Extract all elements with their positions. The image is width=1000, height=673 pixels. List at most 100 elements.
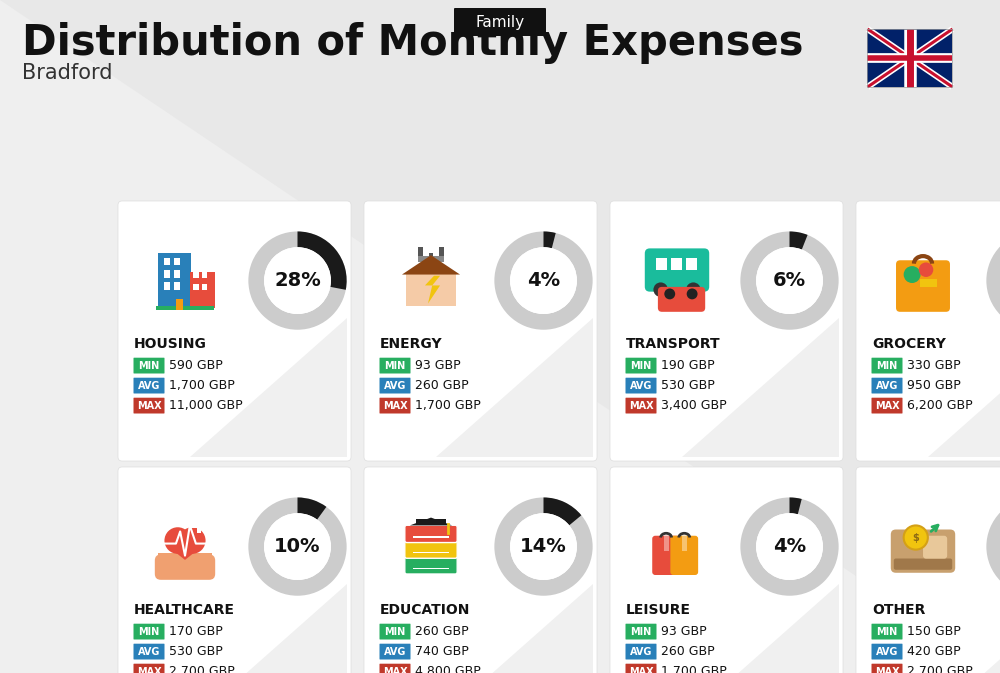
- Text: HEALTHCARE: HEALTHCARE: [134, 602, 235, 616]
- FancyBboxPatch shape: [871, 643, 902, 660]
- FancyBboxPatch shape: [871, 624, 902, 639]
- Text: MAX: MAX: [629, 400, 653, 411]
- Bar: [174, 283, 180, 289]
- FancyBboxPatch shape: [134, 643, 164, 660]
- Bar: [164, 283, 170, 289]
- Text: AVG: AVG: [384, 381, 406, 390]
- Text: 4%: 4%: [773, 537, 806, 556]
- Text: MAX: MAX: [383, 666, 407, 673]
- Text: 4,800 GBP: 4,800 GBP: [415, 665, 481, 673]
- Text: AVG: AVG: [876, 647, 898, 657]
- Text: MIN: MIN: [876, 361, 898, 371]
- FancyBboxPatch shape: [118, 201, 351, 461]
- Text: MAX: MAX: [629, 666, 653, 673]
- Text: 93 GBP: 93 GBP: [661, 625, 707, 638]
- Wedge shape: [986, 497, 1000, 596]
- Circle shape: [904, 266, 921, 283]
- FancyBboxPatch shape: [380, 398, 411, 413]
- FancyBboxPatch shape: [134, 358, 164, 374]
- FancyBboxPatch shape: [380, 358, 411, 374]
- FancyBboxPatch shape: [923, 536, 947, 559]
- Text: 170 GBP: 170 GBP: [169, 625, 223, 638]
- FancyBboxPatch shape: [134, 378, 164, 394]
- Polygon shape: [928, 584, 1000, 673]
- FancyBboxPatch shape: [405, 541, 457, 559]
- Bar: [193, 283, 199, 289]
- FancyBboxPatch shape: [626, 378, 656, 394]
- FancyBboxPatch shape: [454, 8, 546, 36]
- Polygon shape: [425, 276, 440, 304]
- Text: 14%: 14%: [520, 537, 567, 556]
- FancyBboxPatch shape: [626, 664, 656, 673]
- Text: 3,400 GBP: 3,400 GBP: [661, 399, 727, 412]
- Circle shape: [686, 283, 701, 297]
- Bar: [176, 299, 183, 310]
- Text: 2,700 GBP: 2,700 GBP: [169, 665, 235, 673]
- Bar: [686, 258, 697, 270]
- Text: 11,000 GBP: 11,000 GBP: [169, 399, 243, 412]
- FancyBboxPatch shape: [380, 624, 411, 639]
- FancyBboxPatch shape: [658, 287, 705, 312]
- FancyBboxPatch shape: [626, 643, 656, 660]
- Text: OTHER: OTHER: [872, 602, 925, 616]
- Polygon shape: [410, 518, 452, 526]
- Text: AVG: AVG: [630, 381, 652, 390]
- Text: AVG: AVG: [138, 647, 160, 657]
- Polygon shape: [682, 318, 839, 457]
- Text: AVG: AVG: [876, 381, 898, 390]
- Circle shape: [264, 247, 331, 314]
- Text: MAX: MAX: [875, 666, 899, 673]
- Text: 1,700 GBP: 1,700 GBP: [169, 379, 235, 392]
- Text: 260 GBP: 260 GBP: [415, 379, 469, 392]
- Bar: [656, 258, 667, 270]
- Text: 6%: 6%: [773, 271, 806, 290]
- Wedge shape: [544, 232, 556, 248]
- Wedge shape: [790, 232, 808, 250]
- FancyBboxPatch shape: [856, 201, 1000, 461]
- Text: 740 GBP: 740 GBP: [415, 645, 469, 658]
- Wedge shape: [544, 497, 581, 526]
- FancyBboxPatch shape: [670, 536, 698, 575]
- Polygon shape: [928, 318, 1000, 457]
- Circle shape: [904, 526, 928, 550]
- Bar: [197, 520, 201, 533]
- Text: 260 GBP: 260 GBP: [415, 625, 469, 638]
- FancyBboxPatch shape: [871, 378, 902, 394]
- Text: LEISURE: LEISURE: [626, 602, 691, 616]
- Wedge shape: [740, 232, 839, 330]
- Text: Distribution of Monthly Expenses: Distribution of Monthly Expenses: [22, 22, 804, 64]
- FancyBboxPatch shape: [610, 467, 843, 673]
- Bar: [164, 258, 170, 265]
- Text: MIN: MIN: [138, 627, 160, 637]
- Polygon shape: [436, 318, 593, 457]
- Circle shape: [919, 262, 933, 277]
- Bar: [920, 279, 937, 287]
- Text: 950 GBP: 950 GBP: [907, 379, 961, 392]
- FancyBboxPatch shape: [626, 398, 656, 413]
- Text: $: $: [912, 532, 919, 542]
- Text: 150 GBP: 150 GBP: [907, 625, 961, 638]
- Bar: [429, 253, 433, 275]
- Text: 590 GBP: 590 GBP: [169, 359, 223, 372]
- Polygon shape: [436, 584, 593, 673]
- Text: Family: Family: [475, 15, 525, 30]
- FancyBboxPatch shape: [134, 664, 164, 673]
- FancyBboxPatch shape: [134, 398, 164, 413]
- Bar: [202, 283, 207, 289]
- Text: 530 GBP: 530 GBP: [169, 645, 223, 658]
- Text: EDUCATION: EDUCATION: [380, 602, 470, 616]
- FancyBboxPatch shape: [871, 398, 902, 413]
- Text: MAX: MAX: [875, 400, 899, 411]
- FancyBboxPatch shape: [134, 624, 164, 639]
- FancyBboxPatch shape: [626, 624, 656, 639]
- Text: 2,700 GBP: 2,700 GBP: [907, 665, 973, 673]
- Bar: [193, 271, 199, 277]
- FancyBboxPatch shape: [896, 260, 950, 312]
- Bar: [671, 258, 682, 270]
- FancyBboxPatch shape: [871, 664, 902, 673]
- FancyBboxPatch shape: [871, 358, 902, 374]
- Bar: [164, 271, 170, 277]
- Text: 4%: 4%: [527, 271, 560, 290]
- Polygon shape: [164, 544, 206, 560]
- Text: MIN: MIN: [384, 361, 406, 371]
